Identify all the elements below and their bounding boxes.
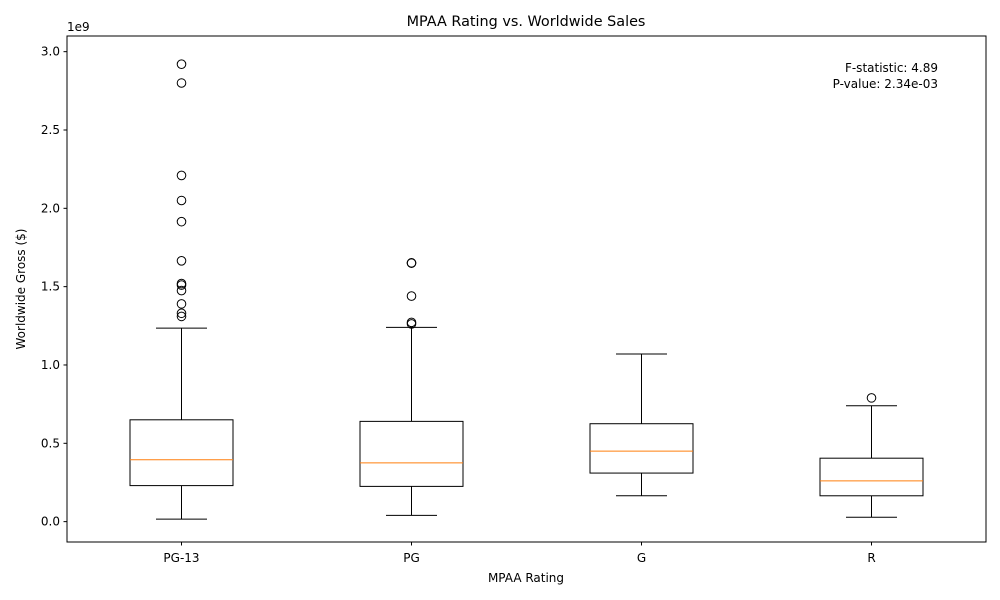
- axes-ticks: 0.0 0.5 1.0 1.5 2.0 2.5 3.0 PG-13 PG G R: [41, 45, 876, 565]
- outlier-point: [866, 393, 877, 403]
- y-tick-label: 0.0: [41, 515, 60, 529]
- axes-frame: [66, 35, 987, 543]
- p-value-annotation: P-value: 2.34e-03: [833, 77, 938, 91]
- outlier-point: [176, 299, 187, 309]
- outlier-point: [176, 78, 187, 88]
- iqr-box: [359, 420, 464, 487]
- outlier-point: [406, 258, 417, 268]
- outlier-point: [406, 317, 417, 328]
- x-tick-label: G: [637, 551, 646, 565]
- box-r: [819, 393, 924, 518]
- outlier-point: [176, 308, 187, 319]
- outlier-point: [176, 278, 187, 289]
- outlier-point: [176, 256, 187, 266]
- iqr-box: [129, 419, 234, 487]
- x-tick-label: PG-13: [163, 551, 199, 565]
- box-pg-13: [129, 59, 234, 520]
- x-axis-label: MPAA Rating: [488, 571, 564, 585]
- y-offset-label: 1e9: [67, 20, 90, 34]
- x-tick-label: PG: [403, 551, 420, 565]
- y-tick-label: 2.0: [41, 201, 60, 215]
- outlier-point: [176, 311, 187, 322]
- y-tick-label: 1.0: [41, 358, 60, 372]
- y-tick-label: 3.0: [41, 45, 60, 59]
- f-statistic-annotation: F-statistic: 4.89: [845, 61, 938, 75]
- iqr-box: [819, 457, 924, 497]
- box-g: [589, 353, 694, 497]
- y-tick-label: 0.5: [41, 436, 60, 450]
- outlier-point: [176, 216, 187, 227]
- y-tick-label: 1.5: [41, 280, 60, 294]
- outlier-point: [176, 195, 187, 206]
- outlier-point: [176, 285, 187, 296]
- iqr-box: [589, 423, 694, 474]
- outlier-point: [176, 59, 187, 69]
- y-tick-label: 2.5: [41, 123, 60, 137]
- box-pg: [359, 258, 464, 516]
- outlier-point: [406, 291, 417, 301]
- plot-area: [129, 59, 924, 520]
- outlier-point: [176, 170, 187, 181]
- x-tick-label: R: [867, 551, 875, 565]
- chart-title: MPAA Rating vs. Worldwide Sales: [407, 14, 646, 30]
- y-axis-label: Worldwide Gross ($): [14, 229, 28, 350]
